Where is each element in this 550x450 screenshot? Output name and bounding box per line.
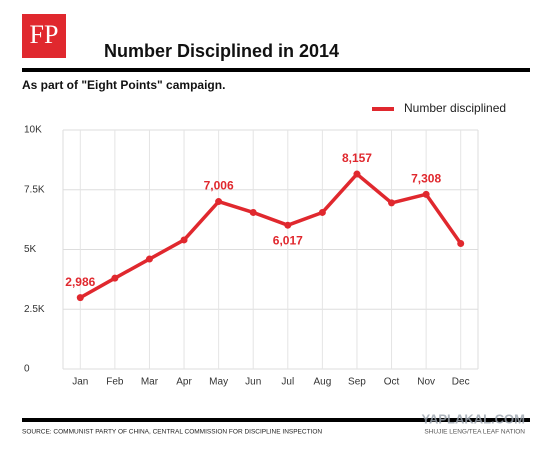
logo: FP [30,20,59,49]
x-tick-label: Oct [384,377,400,388]
point [457,240,465,248]
point [145,255,153,263]
legend-label: Number disciplined [404,101,506,115]
watermark: YAPLAKAL.COM [421,411,525,426]
x-tick-label: Aug [313,377,331,388]
x-tick-label: Jul [281,377,294,388]
data-label: 7,308 [411,172,441,186]
logo-box [22,14,66,58]
point [318,208,326,216]
point [111,274,119,282]
data-label: 7,006 [204,179,234,193]
y-tick-label: 0 [24,364,30,375]
y-tick-label: 5K [24,244,37,255]
title-rule [22,68,530,72]
x-tick-label: Apr [176,377,192,388]
point [76,294,84,302]
footer-rule [22,418,530,422]
x-tick-label: Dec [452,377,470,388]
point [249,208,257,216]
y-tick-label: 10K [24,125,42,136]
data-label: 6,017 [273,233,303,247]
chart-title: Number Disciplined in 2014 [104,41,339,61]
x-tick-label: Mar [141,377,159,388]
source: SOURCE: COMMUNIST PARTY OF CHINA, CENTRA… [22,429,322,436]
line [79,172,463,300]
point [180,236,188,244]
point [353,170,361,178]
x-tick-label: Feb [106,377,124,388]
x-tick-label: Nov [417,377,435,388]
data-label: 8,157 [342,151,372,165]
y-tick-label: 2.5K [24,304,45,315]
x-tick-label: Sep [348,377,366,388]
y-tick-label: 7.5K [24,184,45,195]
data-label: 2,986 [65,275,95,289]
x-tick-label: May [209,377,228,388]
point [422,190,430,198]
point [284,221,292,229]
point [388,199,396,207]
point [215,198,223,206]
x-tick-label: Jun [245,377,261,388]
subtitle: As part of "Eight Points" campaign. [22,78,225,92]
x-tick-label: Jan [72,377,88,388]
credit: SHUJIE LENG/TEA LEAF NATION [424,429,525,436]
